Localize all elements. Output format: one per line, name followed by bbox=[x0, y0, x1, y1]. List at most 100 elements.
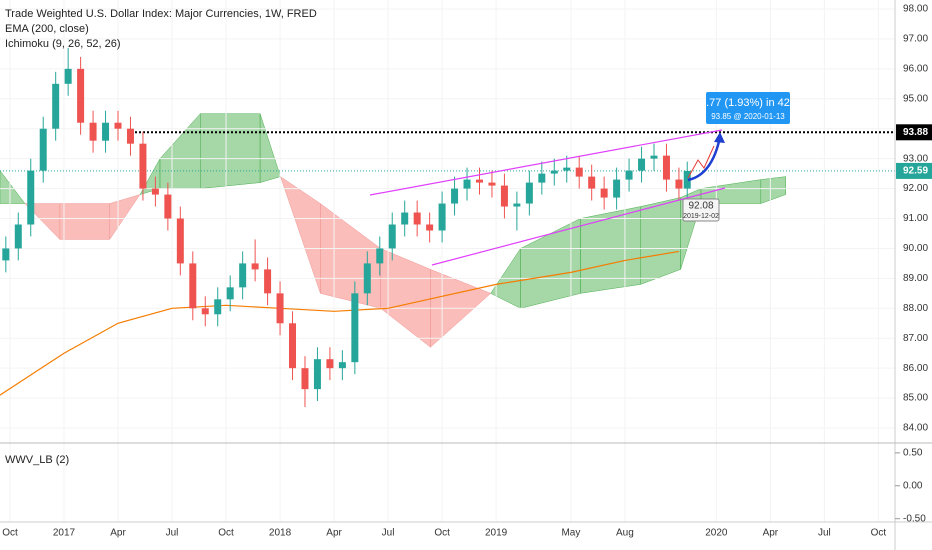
candle-body bbox=[114, 122, 122, 129]
candle-body bbox=[77, 68, 85, 123]
indicator-pane-label: WWV_LB (2) bbox=[5, 454, 69, 466]
candle-body bbox=[388, 224, 396, 249]
x-tick-label: 2019 bbox=[485, 528, 508, 539]
candle-body bbox=[14, 224, 22, 249]
point-box bbox=[682, 198, 720, 222]
cloud-segment bbox=[580, 206, 641, 294]
candle-body bbox=[139, 143, 147, 189]
candle-body bbox=[189, 263, 197, 309]
x-tick-label: Oct bbox=[871, 528, 887, 539]
y-tick-label: 91.00 bbox=[903, 213, 928, 224]
y-tick-label: 84.00 bbox=[903, 423, 928, 434]
candle-body bbox=[264, 269, 272, 294]
cloud-segment bbox=[640, 197, 681, 285]
candle-body bbox=[102, 122, 110, 141]
x-tick-label: May bbox=[561, 528, 580, 539]
candle-body bbox=[214, 299, 222, 315]
channel-upper bbox=[369, 129, 723, 196]
candle-body bbox=[613, 179, 621, 198]
y-tick-label: 92.00 bbox=[903, 183, 928, 194]
x-tick-label: Apr bbox=[326, 528, 342, 539]
candle-body bbox=[525, 182, 533, 204]
candle-body bbox=[600, 188, 608, 198]
x-tick-label: 2017 bbox=[53, 528, 76, 539]
candle-body bbox=[625, 170, 633, 180]
ema-line bbox=[0, 250, 680, 396]
y-tick-label: 95.00 bbox=[903, 93, 928, 104]
candle-body bbox=[289, 323, 297, 369]
indicator-label: Ichimoku (9, 26, 52, 26) bbox=[5, 38, 121, 50]
red-arrow bbox=[687, 145, 715, 179]
y-tick-label: 88.00 bbox=[903, 303, 928, 314]
candle-body bbox=[550, 170, 558, 174]
candle-body bbox=[151, 188, 159, 195]
y-tick-label: 85.00 bbox=[903, 393, 928, 404]
candle-body bbox=[251, 263, 259, 270]
candle-body bbox=[463, 179, 471, 189]
candle-body bbox=[201, 308, 209, 315]
point-value: 92.08 bbox=[688, 201, 713, 212]
price-label-bg bbox=[896, 124, 932, 141]
price-label: 92.59 bbox=[903, 166, 928, 177]
candle-body bbox=[313, 359, 321, 390]
candle-body bbox=[500, 185, 508, 207]
point-date: 2019-12-02 bbox=[683, 213, 719, 220]
candle-body bbox=[239, 263, 247, 288]
arrow-head bbox=[714, 132, 725, 143]
candle-body bbox=[650, 155, 658, 159]
y-tick-label: 89.00 bbox=[903, 273, 928, 284]
candle-body bbox=[276, 293, 284, 324]
cloud-segment bbox=[0, 170, 26, 204]
candle-body bbox=[662, 155, 670, 180]
x-tick-label: Aug bbox=[616, 528, 634, 539]
x-tick-label: Oct bbox=[218, 528, 234, 539]
y-tick-label: 97.00 bbox=[903, 34, 928, 45]
target-label: 93.85 @ 2020-01-13 bbox=[711, 112, 785, 121]
candle-body bbox=[27, 170, 35, 225]
x-tick-label: Jul bbox=[382, 528, 395, 539]
x-tick-label: 2020 bbox=[705, 528, 728, 539]
candle-body bbox=[401, 212, 409, 225]
y-tick-label: 93.00 bbox=[903, 153, 928, 164]
candle-body bbox=[52, 83, 60, 129]
candle-body bbox=[683, 170, 691, 189]
candle-body bbox=[675, 179, 683, 189]
x-tick-label: Jul bbox=[166, 528, 179, 539]
x-tick-label: Oct bbox=[2, 528, 18, 539]
x-tick-label: Apr bbox=[763, 528, 779, 539]
candle-body bbox=[164, 194, 172, 219]
candle-body bbox=[39, 128, 47, 171]
candle-body bbox=[638, 158, 646, 171]
cloud-segment bbox=[200, 113, 261, 189]
indicator-tick-label: 0.00 bbox=[903, 480, 923, 491]
candle-body bbox=[588, 176, 596, 189]
indicator-tick-label: -0.50 bbox=[903, 513, 926, 524]
candle-body bbox=[513, 203, 521, 207]
candle-body bbox=[451, 188, 459, 204]
cloud-segment bbox=[59, 203, 110, 240]
candle-body bbox=[413, 212, 421, 225]
cloud-segment bbox=[760, 176, 786, 204]
candle-body bbox=[126, 128, 134, 144]
candle-body bbox=[575, 167, 583, 177]
candle-body bbox=[538, 173, 546, 183]
x-tick-label: Jul bbox=[818, 528, 831, 539]
price-label-bg bbox=[896, 162, 932, 179]
candle-body bbox=[89, 122, 97, 141]
main-layer bbox=[0, 47, 895, 408]
projection-box bbox=[706, 92, 790, 124]
candle-body bbox=[338, 362, 346, 369]
y-tick-label: 87.00 bbox=[903, 333, 928, 344]
candle-body bbox=[563, 167, 571, 171]
chart-title: Trade Weighted U.S. Dollar Index: Major … bbox=[5, 8, 317, 20]
candle-body bbox=[426, 224, 434, 231]
candle-body bbox=[475, 179, 483, 183]
candle-body bbox=[326, 359, 334, 369]
projection-label: 1.77 (1.93%) in 42d bbox=[700, 97, 796, 109]
x-tick-label: Oct bbox=[434, 528, 450, 539]
candle-body bbox=[176, 218, 184, 264]
candle-body bbox=[226, 287, 234, 300]
y-tick-label: 86.00 bbox=[903, 363, 928, 374]
